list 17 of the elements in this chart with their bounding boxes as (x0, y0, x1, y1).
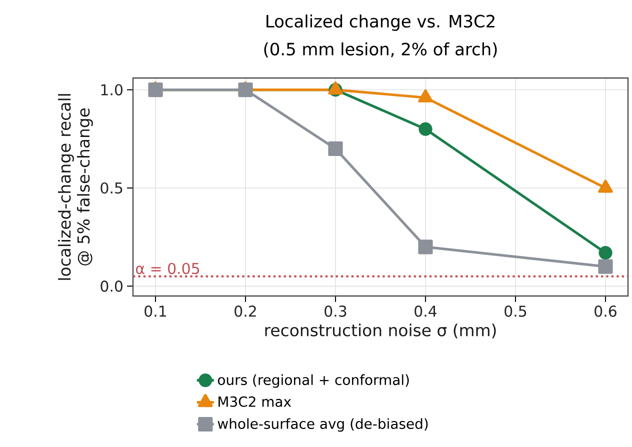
chart-title: Localized change vs. M3C2 (266, 14, 494, 31)
y-axis-title: localized-change recall @ 5% false-change (58, 94, 93, 280)
x-tick-label: 0.3 (324, 306, 346, 317)
x-axis-title: reconstruction noise σ (mm) (265, 324, 496, 338)
x-tick-label: 0.1 (144, 306, 166, 317)
legend-label: M3C2 max (218, 396, 292, 407)
x-tick-label: 0.4 (414, 306, 437, 317)
y-tick-label: 1.0 (101, 84, 122, 96)
x-tick-label: 0.6 (594, 306, 616, 317)
x-tick-label: 0.5 (504, 306, 526, 317)
legend-label: whole-surface avg (de-biased) (218, 418, 428, 432)
x-tick-label: 0.2 (234, 306, 256, 317)
y-tick-label: 0.0 (100, 280, 122, 292)
legend-label: ours (regional + conformal) (218, 374, 409, 388)
chart-subtitle: (0.5 mm lesion, 2% of arch) (264, 42, 497, 58)
ref-line-label: α = 0.05 (136, 262, 200, 274)
y-tick-label: 0.5 (100, 182, 122, 194)
